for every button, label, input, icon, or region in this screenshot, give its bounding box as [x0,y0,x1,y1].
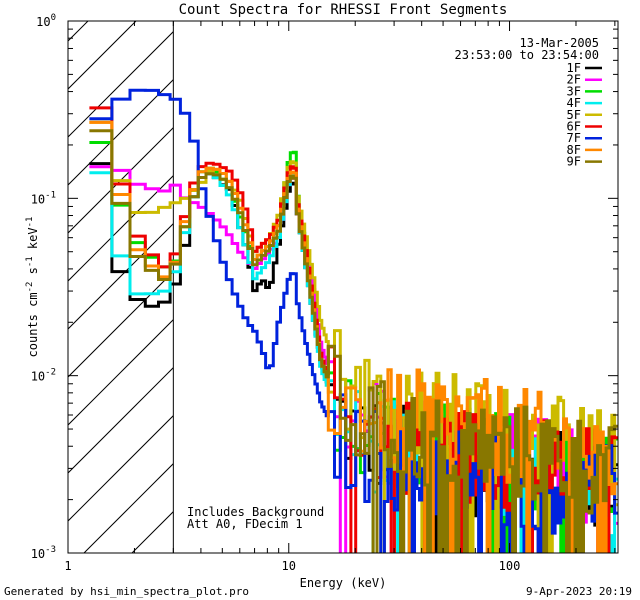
legend-label-6F: 6F [567,120,581,134]
legend-label-3F: 3F [567,84,581,98]
y-tick-label: 10-2 [31,368,56,384]
footer-generated-by: Generated by hsi_min_spectra_plot.pro [4,585,249,598]
y-axis-label: counts cm-2 s-1 keV-1 [25,217,40,358]
hatch-line [68,174,174,282]
annotation-background: Includes Background [187,505,324,519]
series-layer [89,88,618,553]
y-axis: 100 10-1 10-2 10-3 [31,13,618,561]
legend-label-1F: 1F [567,61,581,75]
x-axis-label: Energy (keV) [300,576,387,590]
observation-time-range: 23:53:00 to 23:54:00 [455,48,600,62]
footer-date: 9-Apr-2023 20:19 [526,585,632,598]
hatch-line [68,414,174,522]
x-tick-label: 1 [64,559,71,573]
legend-label-8F: 8F [567,143,581,157]
plot-frame [67,20,619,554]
annotation-attenuator: Att A0, FDecim 1 [187,517,303,531]
y-tick-label: 100 [36,13,56,29]
x-tick-label: 10 [282,559,296,573]
observation-date: 13-Mar-2005 [520,36,599,50]
hatch-line [68,21,137,90]
hatch-line [68,78,174,186]
x-axis: 1 10 100 [64,21,616,573]
chart-title: Count Spectra for RHESSI Front Segments [179,2,508,18]
legend-label-5F: 5F [567,108,581,122]
x-tick-label: 100 [499,559,521,573]
hatch-line [68,30,174,138]
series-line-9F [89,129,618,553]
legend-label-9F: 9F [567,155,581,169]
legend-label-4F: 4F [567,96,581,110]
legend-label-7F: 7F [567,131,581,145]
y-tick-label: 10-1 [31,190,56,206]
hatch-line [68,366,174,474]
legend-label-2F: 2F [567,73,581,87]
y-tick-label: 10-3 [31,545,56,561]
